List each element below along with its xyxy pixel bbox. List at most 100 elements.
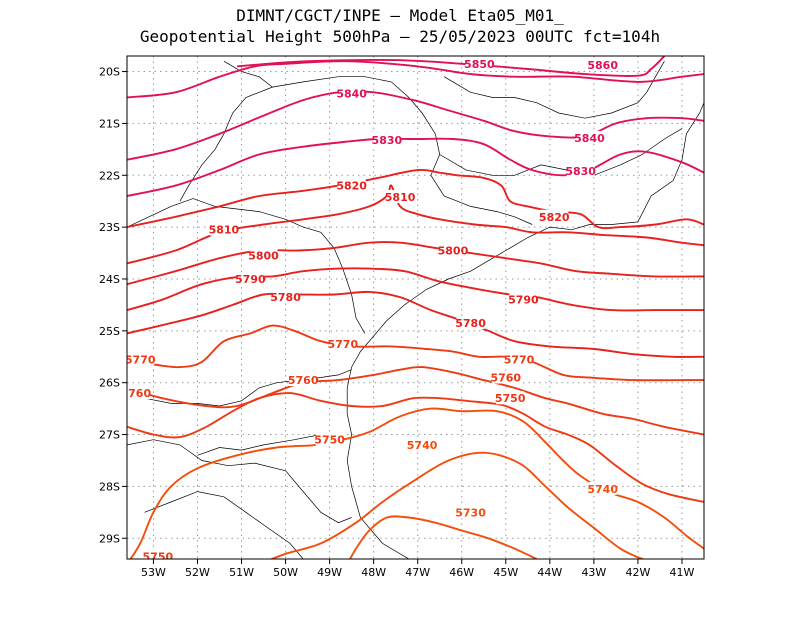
contour-label-bg — [249, 248, 278, 262]
x-tick-label: 45W — [493, 566, 518, 579]
y-tick-label: 28S — [99, 480, 120, 493]
y-tick-label: 23S — [99, 221, 120, 234]
contour-label-bg — [505, 352, 534, 366]
y-tick-label: 26S — [99, 377, 120, 390]
contour-label: 5800 — [438, 244, 469, 257]
contour-5810 — [127, 184, 704, 265]
coastline-segment — [144, 491, 304, 559]
contour-label: 5790 — [508, 294, 539, 307]
x-tick-label: 53W — [141, 566, 166, 579]
contour-5770 — [127, 324, 704, 382]
contour-label: 5770 — [328, 338, 359, 351]
contour-label: 5770 — [125, 353, 156, 366]
contour-label-bg — [456, 316, 485, 330]
contour-label: 5760 — [288, 374, 319, 387]
x-tick-label: 44W — [537, 566, 562, 579]
contour-label: 5750 — [314, 434, 345, 447]
x-tick-label: 41W — [670, 566, 695, 579]
contour-5830 — [127, 137, 704, 197]
contour-label: 5850 — [464, 58, 495, 71]
y-tick-label: 27S — [99, 429, 120, 442]
contour-label: 5790 — [235, 273, 266, 286]
contour-label: 5780 — [455, 317, 486, 330]
contour-5800 — [127, 241, 704, 286]
x-tick-label: 42W — [625, 566, 650, 579]
contour-label: 5820 — [336, 180, 367, 193]
contour-5850 — [127, 60, 704, 99]
contour-label: 5810 — [385, 191, 416, 204]
contour-label-bg — [588, 481, 617, 495]
y-tick-label: 21S — [99, 117, 120, 130]
contour-label: 5840 — [336, 87, 367, 100]
contour-label-bg — [566, 164, 595, 178]
y-tick-label: 29S — [99, 532, 120, 545]
contour-lines — [127, 56, 704, 559]
contour-5780 — [127, 290, 704, 358]
contour-label-bg — [289, 373, 318, 387]
contour-label-bg — [496, 391, 525, 405]
coastline-segment — [443, 61, 665, 119]
coastline-segment — [127, 369, 352, 407]
contour-label: 5760 — [120, 387, 151, 400]
contour-5790 — [127, 267, 704, 312]
coastline-segment — [127, 439, 352, 524]
contour-label-bg — [408, 437, 437, 451]
y-tick-label: 24S — [99, 273, 120, 286]
longitude-axis: 53W 52W 51W 50W 49W 48W 47W 46W 45W 44W 43W 42W 41W — [141, 559, 695, 579]
contour-label-bg — [465, 56, 494, 70]
contour-label-bg — [337, 86, 366, 100]
contour-label: 5760 — [490, 372, 521, 385]
y-tick-label: 22S — [99, 169, 120, 182]
contour-label: 5740 — [587, 483, 618, 496]
contour-label-bg — [386, 190, 415, 204]
y-tick-label: 20S — [99, 66, 120, 79]
contour-label-bg — [127, 386, 150, 400]
contour-label-bg — [540, 209, 569, 223]
contour-label-bg — [209, 222, 238, 236]
x-tick-label: 49W — [317, 566, 342, 579]
contour-5760 — [127, 366, 704, 436]
contour-label: 5830 — [372, 134, 403, 147]
contour-5720 — [348, 515, 538, 559]
contour-label: 5780 — [270, 291, 301, 304]
contour-5840 — [127, 90, 704, 161]
contour-label: 5810 — [209, 224, 240, 237]
x-tick-label: 46W — [449, 566, 474, 579]
contour-label-bg — [337, 178, 366, 192]
coastline-layer — [127, 60, 704, 559]
contour-label-bg — [372, 133, 401, 147]
contour-label: 5830 — [565, 165, 596, 178]
contour-label-bg — [328, 336, 357, 350]
contour-label: 5820 — [539, 211, 570, 224]
coastline-segment — [179, 60, 274, 202]
coastline-segment — [127, 198, 366, 334]
contour-label-bg — [438, 243, 467, 257]
x-tick-label: 52W — [185, 566, 210, 579]
x-tick-label: 43W — [581, 566, 606, 579]
contour-label-bg — [588, 57, 617, 71]
contour-label-bg — [143, 549, 172, 559]
x-tick-label: 50W — [273, 566, 298, 579]
chart-title-line-2: Geopotential Height 500hPa — 25/05/2023 … — [139, 27, 661, 46]
contour-5730 — [269, 451, 646, 559]
x-tick-label: 51W — [229, 566, 254, 579]
contour-label-bg — [491, 370, 520, 384]
contour-label-bg — [315, 432, 344, 446]
contour-label: 5840 — [574, 132, 605, 145]
contour-label-bg — [127, 352, 155, 366]
contour-label-bg — [575, 130, 604, 144]
contour-label: 5750 — [495, 392, 526, 405]
x-tick-label: 48W — [361, 566, 386, 579]
contour-5750 — [127, 392, 704, 503]
coastline-segment — [346, 102, 704, 559]
contour-5820 — [127, 168, 704, 230]
contour-label: 5730 — [455, 506, 486, 519]
contour-label-bg — [236, 271, 265, 285]
contour-labels: 5860 5850 5840 5840 5830 5830 5820 5820 5810 5810… — [120, 56, 618, 559]
x-tick-label: 47W — [405, 566, 430, 579]
y-tick-label: 25S — [99, 325, 120, 338]
plot-frame — [126, 55, 705, 560]
contour-label-bg — [456, 505, 485, 519]
coastline-segment — [272, 76, 533, 225]
contour-label: 5800 — [248, 250, 279, 263]
